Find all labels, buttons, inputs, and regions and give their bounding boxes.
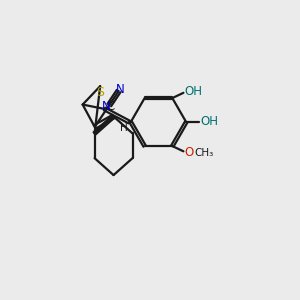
Text: S: S — [96, 86, 104, 99]
Text: OH: OH — [201, 115, 219, 128]
Text: C: C — [106, 100, 115, 113]
Text: N: N — [116, 83, 125, 96]
Text: H: H — [120, 124, 128, 134]
Text: O: O — [184, 146, 194, 159]
Text: OH: OH — [185, 85, 203, 98]
Text: CH₃: CH₃ — [194, 148, 214, 158]
Text: N: N — [102, 100, 111, 113]
